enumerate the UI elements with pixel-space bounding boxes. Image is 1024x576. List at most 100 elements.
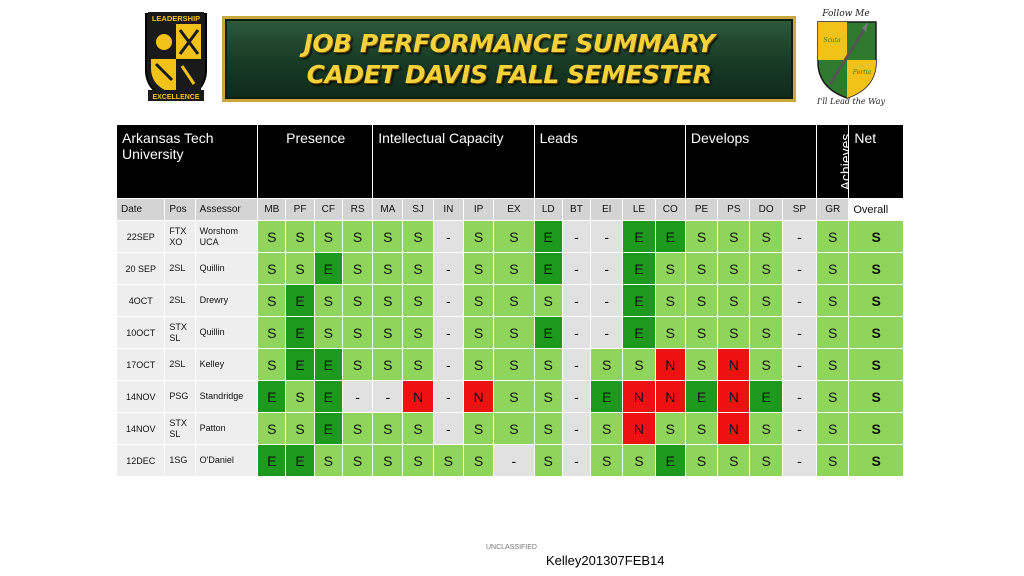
rating-cell: S bbox=[341, 316, 374, 349]
leads-header: Leads bbox=[533, 124, 686, 199]
rating-cell: S bbox=[372, 348, 404, 381]
row-position: STX SL bbox=[164, 316, 196, 349]
rating-cell: - bbox=[590, 316, 624, 349]
school-header: Arkansas Tech University bbox=[115, 124, 259, 199]
rating-cell: - bbox=[561, 316, 592, 349]
rating-cell: S bbox=[622, 348, 656, 381]
row-assessor: Drewry bbox=[194, 284, 259, 317]
rating-cell: S bbox=[684, 348, 719, 381]
rating-cell: S bbox=[717, 220, 751, 253]
rating-cell: E bbox=[313, 348, 343, 381]
rating-cell: S bbox=[402, 444, 434, 477]
table-row: 17OCT 2SL Kelley S E E S S S - S S S - S S N S N S - S S bbox=[115, 348, 904, 381]
rating-cell: S bbox=[402, 348, 434, 381]
rating-cell: - bbox=[432, 284, 464, 317]
rating-cell: S bbox=[341, 412, 374, 445]
rating-cell: N bbox=[654, 380, 686, 413]
row-date: 14NOV bbox=[115, 412, 166, 445]
rating-cell: E bbox=[285, 348, 315, 381]
achieves-header: Achieves bbox=[816, 124, 850, 199]
rating-cell: S bbox=[462, 316, 495, 349]
table-row: 22SEP FTX XO Worshom UCA S S S S S S - S S E - - E E S S S -… bbox=[115, 220, 904, 253]
rating-cell: E bbox=[590, 380, 624, 413]
col-sp: SP bbox=[781, 198, 818, 221]
rating-cell: S bbox=[816, 444, 850, 477]
rating-cell: N bbox=[402, 380, 434, 413]
rating-cell: S bbox=[816, 380, 850, 413]
rating-cell: S bbox=[372, 220, 404, 253]
row-assessor: Quillin bbox=[194, 252, 259, 285]
rating-cell: S bbox=[257, 284, 287, 317]
rating-cell: S bbox=[285, 220, 315, 253]
rating-cell: E bbox=[533, 316, 563, 349]
rating-cell: S bbox=[313, 220, 343, 253]
rating-cell: S bbox=[257, 220, 287, 253]
table-row: 4OCT 2SL Drewry S E S S S S - S S S - - E S S S S - S S bbox=[115, 284, 904, 317]
rating-cell: S bbox=[462, 220, 495, 253]
col-overall: Overall bbox=[848, 198, 904, 221]
net-header: Net bbox=[848, 124, 904, 199]
crest-left-text: Scuta bbox=[823, 37, 841, 44]
rating-cell: S bbox=[749, 444, 783, 477]
rating-cell: - bbox=[432, 348, 464, 381]
rating-cell: E bbox=[622, 284, 656, 317]
col-pe: PE bbox=[684, 198, 719, 221]
rating-cell: S bbox=[462, 444, 495, 477]
rating-cell: S bbox=[749, 220, 783, 253]
rating-cell: S bbox=[684, 284, 719, 317]
col-ei: EI bbox=[590, 198, 624, 221]
rating-cell: E bbox=[654, 444, 686, 477]
rating-cell: S bbox=[749, 284, 783, 317]
row-position: PSG bbox=[164, 380, 196, 413]
rating-cell: S bbox=[654, 252, 686, 285]
performance-summary-table: Arkansas Tech University Presence Intell… bbox=[115, 124, 904, 477]
col-ps: PS bbox=[717, 198, 751, 221]
col-in: IN bbox=[432, 198, 464, 221]
table-row: 14NOV STX SL Patton S S E S S S - S S S - S N S S N S - S S bbox=[115, 412, 904, 445]
rating-cell: E bbox=[257, 444, 287, 477]
rating-cell: S bbox=[816, 412, 850, 445]
rating-cell: - bbox=[781, 412, 818, 445]
table-row: 10OCT STX SL Quillin S E S S S S - S S E - - E S S S S - S S bbox=[115, 316, 904, 349]
rating-cell: S bbox=[533, 380, 563, 413]
rating-cell: N bbox=[622, 380, 656, 413]
row-position: 2SL bbox=[164, 252, 196, 285]
rating-cell: - bbox=[561, 252, 592, 285]
col-ex: EX bbox=[493, 198, 535, 221]
rating-cell: - bbox=[781, 444, 818, 477]
rating-cell: - bbox=[341, 380, 374, 413]
col-ip: IP bbox=[462, 198, 495, 221]
rating-cell: S bbox=[493, 284, 535, 317]
col-date: Date bbox=[115, 198, 166, 221]
rating-cell: S bbox=[493, 316, 535, 349]
rating-cell: - bbox=[561, 220, 592, 253]
overall-rating-cell: S bbox=[848, 444, 904, 477]
rating-cell: S bbox=[462, 348, 495, 381]
rating-cell: E bbox=[533, 252, 563, 285]
rating-cell: S bbox=[654, 316, 686, 349]
rating-cell: S bbox=[816, 252, 850, 285]
rating-cell: S bbox=[684, 444, 719, 477]
rating-cell: E bbox=[313, 252, 343, 285]
rating-cell: E bbox=[313, 412, 343, 445]
rating-cell: - bbox=[432, 380, 464, 413]
rating-cell: S bbox=[372, 412, 404, 445]
rating-cell: - bbox=[781, 316, 818, 349]
banner-title-line-2: CADET DAVIS FALL SEMESTER bbox=[306, 60, 712, 89]
rating-cell: S bbox=[816, 316, 850, 349]
rating-cell: S bbox=[493, 252, 535, 285]
rating-cell: S bbox=[257, 252, 287, 285]
rating-cell: - bbox=[590, 220, 624, 253]
rating-cell: S bbox=[533, 348, 563, 381]
rating-cell: S bbox=[533, 412, 563, 445]
logo-top-text: LEADERSHIP bbox=[152, 14, 200, 23]
rating-cell: E bbox=[684, 380, 719, 413]
rating-cell: - bbox=[432, 412, 464, 445]
rating-cell: - bbox=[561, 348, 592, 381]
rating-cell: - bbox=[781, 348, 818, 381]
rating-cell: S bbox=[717, 316, 751, 349]
rating-cell: - bbox=[781, 380, 818, 413]
develops-header: Develops bbox=[684, 124, 818, 199]
col-assessor: Assessor bbox=[194, 198, 259, 221]
overall-rating-cell: S bbox=[848, 316, 904, 349]
